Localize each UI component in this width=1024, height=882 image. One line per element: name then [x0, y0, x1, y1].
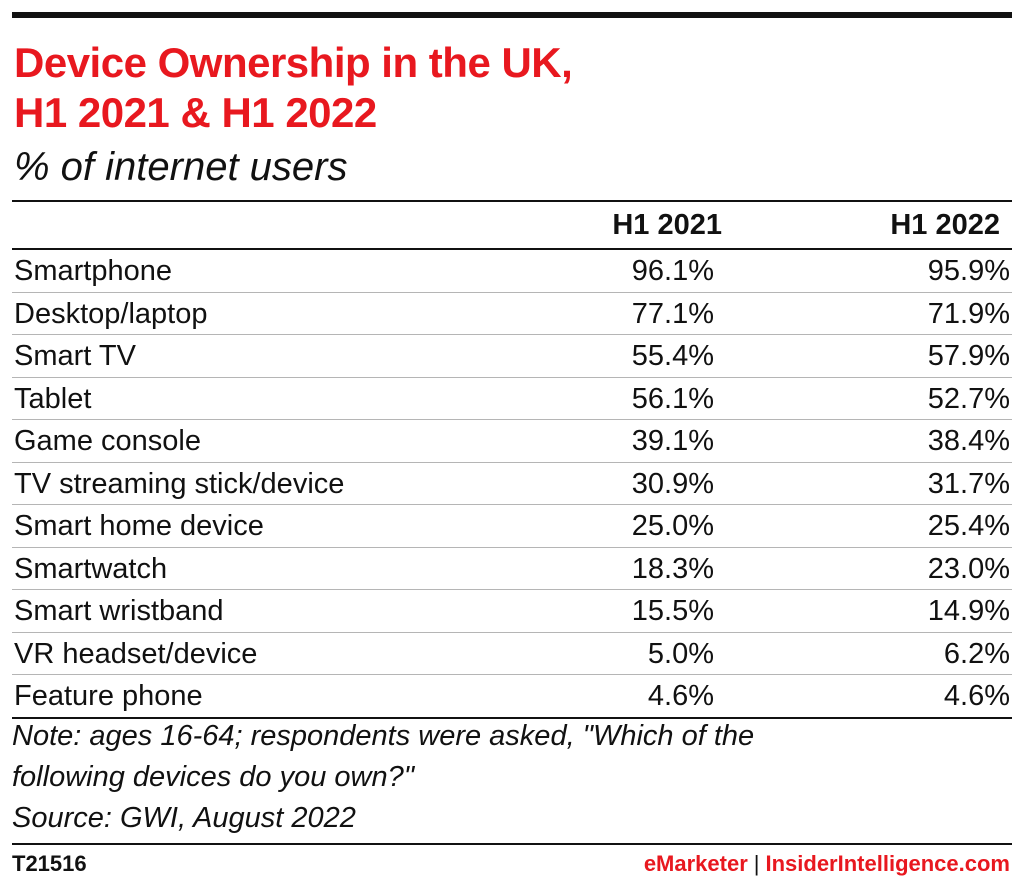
value-h1-2022: 4.6%	[943, 680, 1010, 712]
value-h1-2021: 96.1%	[631, 255, 714, 287]
table-row: Smart TV 55.4% 57.9%	[12, 335, 1012, 378]
value-h1-2021: 15.5%	[631, 595, 714, 627]
data-table: H1 2021 H1 2022 Smartphone 96.1% 95.9% Desk…	[12, 200, 1012, 719]
table-row: VR headset/device 5.0% 6.2%	[12, 633, 1012, 675]
row-label: Smart TV	[14, 340, 136, 372]
top-rule	[12, 12, 1012, 18]
value-h1-2021: 55.4%	[631, 340, 714, 372]
row-label: Smart wristband	[14, 595, 224, 627]
table-header-row: H1 2021 H1 2022	[12, 202, 1012, 250]
table-row: Smart home device 25.0% 25.4%	[12, 505, 1012, 548]
chart-title-line-1: Device Ownership in the UK,	[14, 39, 573, 86]
chart-note: Note: ages 16-64; respondents were asked…	[12, 716, 1002, 839]
brand-separator: |	[753, 851, 760, 876]
value-h1-2022: 6.2%	[943, 637, 1010, 670]
row-label: Game console	[14, 425, 201, 457]
chart-title: Device Ownership in the UK, H1 2021 & H1…	[14, 38, 573, 138]
chart-id: T21516	[12, 851, 87, 876]
value-h1-2021: 56.1%	[631, 382, 714, 415]
table-body: Smartphone 96.1% 95.9% Desktop/laptop 77.1% 7…	[12, 250, 1012, 719]
table-row: Smart wristband 15.5% 14.9%	[12, 590, 1012, 633]
chart-subtitle: % of internet users	[14, 145, 348, 189]
table-row: Game console 39.1% 38.4%	[12, 420, 1012, 463]
brand-insider-intelligence: InsiderIntelligence.com	[765, 851, 1010, 876]
value-h1-2021: 39.1%	[631, 425, 714, 457]
value-h1-2021: 30.9%	[631, 467, 714, 500]
value-h1-2022: 23.0%	[927, 552, 1010, 585]
row-label: Smart home device	[14, 510, 264, 542]
value-h1-2022: 57.9%	[927, 340, 1010, 372]
value-h1-2021: 5.0%	[647, 637, 714, 670]
value-h1-2022: 38.4%	[927, 425, 1010, 457]
row-label: VR headset/device	[14, 637, 258, 670]
row-label: Tablet	[14, 382, 92, 415]
value-h1-2021: 4.6%	[647, 680, 714, 712]
value-h1-2022: 31.7%	[927, 467, 1010, 500]
value-h1-2021: 77.1%	[631, 297, 714, 330]
table-row: Desktop/laptop 77.1% 71.9%	[12, 293, 1012, 335]
table-row: Tablet 56.1% 52.7%	[12, 378, 1012, 420]
row-label: Desktop/laptop	[14, 297, 208, 330]
row-label: Smartphone	[14, 255, 172, 287]
note-line-2: following devices do you own?"	[12, 761, 415, 793]
value-h1-2022: 14.9%	[927, 595, 1010, 627]
branding: eMarketer | InsiderIntelligence.com	[644, 850, 1010, 878]
column-header-h1-2021: H1 2021	[612, 209, 722, 241]
table-row: TV streaming stick/device 30.9% 31.7%	[12, 463, 1012, 505]
footer-rule	[12, 843, 1012, 845]
source-line: Source: GWI, August 2022	[12, 802, 356, 834]
row-label: Feature phone	[14, 680, 203, 712]
table-row: Smartphone 96.1% 95.9%	[12, 250, 1012, 293]
value-h1-2021: 25.0%	[631, 510, 714, 542]
table-row: Smartwatch 18.3% 23.0%	[12, 548, 1012, 590]
value-h1-2022: 95.9%	[927, 255, 1010, 287]
column-header-h1-2022: H1 2022	[890, 209, 1000, 241]
row-label: Smartwatch	[14, 552, 168, 585]
table-row: Feature phone 4.6% 4.6%	[12, 675, 1012, 719]
note-line-1: Note: ages 16-64; respondents were asked…	[12, 720, 755, 752]
value-h1-2022: 25.4%	[927, 510, 1010, 542]
brand-emarketer: eMarketer	[643, 851, 748, 876]
chart-title-line-2: H1 2021 & H1 2022	[14, 89, 377, 136]
value-h1-2022: 52.7%	[927, 382, 1010, 415]
value-h1-2022: 71.9%	[927, 297, 1010, 330]
value-h1-2021: 18.3%	[631, 552, 714, 585]
row-label: TV streaming stick/device	[14, 467, 345, 500]
